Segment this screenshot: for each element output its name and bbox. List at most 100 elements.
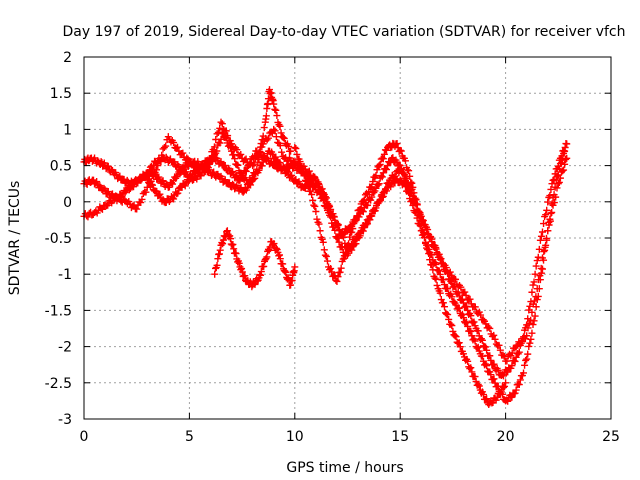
data-point-interp [444, 285, 452, 293]
data-point-interp [448, 322, 456, 330]
data-point [544, 227, 552, 235]
x-tick-label: 5 [185, 429, 194, 445]
data-point-interp [307, 187, 315, 195]
data-point-interp [540, 248, 548, 256]
data-point-interp [382, 166, 390, 174]
data-point-interp [213, 147, 221, 155]
data-point-interp [541, 243, 549, 251]
data-point-interp [280, 134, 288, 142]
data-point-interp [121, 189, 129, 197]
data-point [375, 198, 383, 206]
data-point-interp [334, 273, 342, 281]
data-point-interp [522, 356, 530, 364]
y-tick-label: -1.5 [45, 303, 72, 319]
data-point-interp [547, 185, 555, 193]
data-point-interp [463, 318, 471, 326]
data-point-interp [288, 171, 296, 179]
data-point-interp [277, 129, 285, 137]
data-point [409, 183, 417, 191]
data-point-interp [170, 195, 178, 203]
data-point-interp [520, 369, 528, 377]
data-point-interp [312, 208, 320, 216]
data-point-interp [181, 182, 189, 190]
data-point-interp [528, 308, 536, 316]
data-point-interp [234, 161, 242, 169]
data-point-interp [508, 393, 516, 401]
data-point-interp [311, 173, 319, 181]
data-point-interp [367, 212, 375, 220]
data-point-interp [272, 106, 280, 114]
data-point [491, 335, 499, 343]
data-point-interp [243, 180, 251, 188]
data-point [249, 162, 257, 170]
data-point [287, 147, 295, 155]
data-point-interp [340, 233, 348, 241]
data-point-interp [257, 271, 265, 279]
data-point-interp [552, 193, 560, 201]
data-point [291, 144, 299, 151]
data-point [217, 118, 225, 126]
data-point [428, 238, 436, 246]
data-point-interp [463, 303, 471, 311]
data-point-interp [169, 180, 177, 188]
data-point-interp [372, 201, 380, 209]
data-point-interp [524, 324, 532, 332]
data-point-interp [238, 268, 246, 276]
data-point-interp [455, 304, 463, 312]
data-point-interp [265, 246, 273, 254]
data-point [333, 277, 341, 285]
data-point-interp [380, 150, 388, 158]
data-point-interp [276, 122, 284, 130]
data-point-interp [376, 160, 384, 168]
data-point-interp [327, 265, 335, 273]
data-point-interp [303, 178, 311, 186]
data-point-interp [413, 200, 421, 208]
data-point-interp [98, 205, 106, 213]
data-point-interp [376, 197, 384, 205]
data-point [485, 401, 493, 409]
data-point-interp [262, 155, 270, 163]
data-point-interp [560, 166, 568, 174]
data-point-interp [142, 188, 150, 196]
y-axis-label: SDTVAR / TECUs [7, 181, 23, 296]
data-point-interp [486, 352, 494, 360]
data-point-interp [437, 255, 445, 263]
data-point-interp [156, 190, 164, 198]
data-point-interp [445, 315, 453, 323]
data-point-interp [315, 220, 323, 228]
data-point [270, 100, 278, 108]
data-point-interp [553, 184, 561, 192]
data-point-interp [284, 142, 292, 150]
data-point-interp [504, 368, 512, 376]
data-point-interp [436, 270, 444, 278]
data-point-interp [351, 236, 359, 244]
data-point-interp [496, 346, 504, 354]
data-point [223, 227, 231, 235]
data-point-interp [283, 275, 291, 283]
data-point-interp [180, 165, 188, 173]
data-point-interp [362, 221, 370, 229]
data-point-interp [205, 160, 213, 168]
y-tick-label: -3 [58, 412, 72, 428]
data-point-interp [387, 183, 395, 191]
data-point-interp [423, 223, 431, 231]
data-point-interp [346, 233, 354, 241]
data-point-interp [399, 169, 407, 177]
y-tick-label: 1.5 [50, 86, 72, 102]
data-point-interp [320, 190, 328, 198]
axes: 0 5 10 15 20 25 -3 -2.5 -2 -1.5 -1 -0.5 0 0.5 1 1.5 2 [45, 50, 620, 445]
data-point-interp [496, 390, 504, 398]
data-point-interp [330, 223, 338, 231]
data-point-interp [134, 179, 142, 187]
data-point-interp [252, 169, 260, 177]
data-point-interp [159, 177, 167, 185]
data-point-interp [436, 253, 444, 261]
data-point-interp [499, 351, 507, 359]
data-point-interp [305, 183, 313, 191]
data-point-interp [535, 276, 543, 284]
data-point-interp [424, 245, 432, 253]
data-point-interp [535, 245, 543, 253]
plot-frame [83, 56, 612, 420]
data-point-interp [258, 162, 266, 170]
